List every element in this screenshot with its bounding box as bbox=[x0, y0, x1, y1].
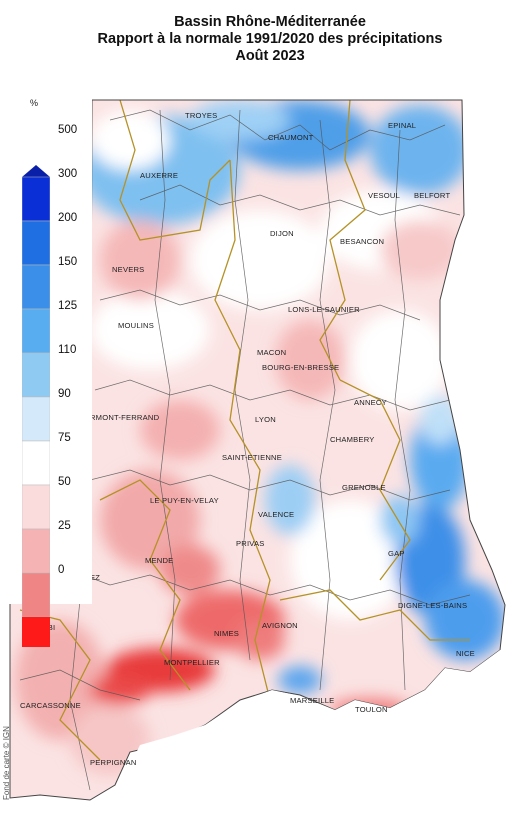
legend-label-150: 150 bbox=[58, 256, 78, 268]
city-label-le-puy-en-velay: LE PUY-EN-VELAY bbox=[150, 496, 219, 505]
city-label-lons-le-saunier: LONS-LE-SAUNIER bbox=[288, 305, 360, 314]
title-line-3: Août 2023 bbox=[235, 48, 305, 64]
city-label-chaumont: CHAUMONT bbox=[268, 133, 314, 142]
city-label-nevers: NEVERS bbox=[112, 265, 144, 274]
legend-swatch-50 bbox=[22, 528, 50, 574]
legend-swatch-75 bbox=[22, 484, 50, 530]
sea bbox=[118, 650, 508, 822]
city-label-gap: GAP bbox=[388, 549, 405, 558]
city-label-ez: EZ bbox=[90, 573, 100, 582]
city-label-perpignan: PERPIGNAN bbox=[90, 758, 137, 767]
department-borders bbox=[19, 109, 471, 791]
legend-label-110: 110 bbox=[58, 344, 77, 356]
legend-swatch-200 bbox=[22, 264, 50, 310]
city-label-lyon: LYON bbox=[255, 415, 276, 424]
city-label-auxerre: AUXERRE bbox=[140, 171, 178, 180]
city-label-nimes: NIMES bbox=[214, 629, 239, 638]
legend-swatch-bottom bbox=[22, 617, 50, 647]
legend-label-50: 50 bbox=[58, 476, 71, 488]
map-title: Bassin Rhône-Méditerranée Rapport à la n… bbox=[60, 14, 480, 65]
city-label-macon: MACON bbox=[257, 348, 286, 357]
city-label-valence: VALENCE bbox=[258, 510, 294, 519]
copyright-text: Fond de carte © IGN bbox=[2, 726, 11, 800]
city-label-vesoul: VESOUL bbox=[368, 191, 400, 200]
city-label-montpellier: MONTPELLIER bbox=[164, 658, 220, 667]
city-label-avignon: AVIGNON bbox=[262, 621, 298, 630]
legend-unit: % bbox=[30, 98, 39, 108]
legend-swatch-110 bbox=[22, 396, 50, 442]
city-label-chambery: CHAMBERY bbox=[330, 435, 375, 444]
legend-swatch-300 bbox=[22, 220, 50, 266]
city-label-grenoble: GRENOBLE bbox=[342, 483, 386, 492]
legend-color-bar bbox=[22, 165, 50, 647]
city-label-dijon: DIJON bbox=[270, 229, 294, 238]
city-label-toulon: TOULON bbox=[355, 705, 388, 714]
city-label-saint-etienne: SAINT-ETIENNE bbox=[222, 453, 282, 462]
title-line-1: Bassin Rhône-Méditerranée bbox=[174, 14, 366, 30]
legend-label-500: 500 bbox=[58, 124, 78, 136]
city-label-marseille: MARSEILLE bbox=[290, 696, 334, 705]
city-label-moulins: MOULINS bbox=[118, 321, 154, 330]
map-fill bbox=[10, 100, 505, 800]
legend-top-arrow bbox=[22, 165, 50, 177]
title-line-2: Rapport à la normale 1991/2020 des préci… bbox=[97, 31, 443, 47]
city-label-carcassonne: CARCASSONNE bbox=[20, 701, 81, 710]
legend-swatch-150 bbox=[22, 308, 50, 354]
legend-swatch-500 bbox=[22, 176, 50, 222]
city-label-epinal: EPINAL bbox=[388, 121, 416, 130]
legend: % 500 300 200 150 125 110 90 75 50 25 0 bbox=[0, 96, 92, 647]
precipitation-map: TROYES CHAUMONT EPINAL AUXERRE VESOUL BELFORT… bbox=[9, 99, 508, 822]
legend-swatch-125 bbox=[22, 352, 50, 398]
legend-label-0: 0 bbox=[58, 564, 65, 576]
city-label-troyes: TROYES bbox=[185, 111, 217, 120]
legend-swatch-25 bbox=[22, 572, 50, 618]
city-label-annecy: ANNECY bbox=[354, 398, 387, 407]
city-label-rmont-ferrand: RMONT-FERRAND bbox=[90, 413, 160, 422]
legend-label-200: 200 bbox=[58, 212, 78, 224]
legend-label-25: 25 bbox=[58, 520, 71, 532]
legend-label-300: 300 bbox=[58, 168, 78, 180]
city-label-digne-les-bains: DIGNE-LES-BAINS bbox=[398, 601, 467, 610]
city-label-besancon: BESANCON bbox=[340, 237, 384, 246]
city-label-bourg-en-bresse: BOURG-EN-BRESSE bbox=[262, 363, 339, 372]
legend-swatch-90 bbox=[22, 440, 50, 486]
legend-label-90: 90 bbox=[58, 388, 71, 400]
legend-label-125: 125 bbox=[58, 300, 78, 312]
city-label-privas: PRIVAS bbox=[236, 539, 265, 548]
city-label-belfort: BELFORT bbox=[414, 191, 450, 200]
copyright: Fond de carte © IGN bbox=[2, 700, 16, 800]
city-label-nice: NICE bbox=[456, 649, 475, 658]
city-label-mende: MENDE bbox=[145, 556, 173, 565]
legend-label-75: 75 bbox=[58, 432, 71, 444]
